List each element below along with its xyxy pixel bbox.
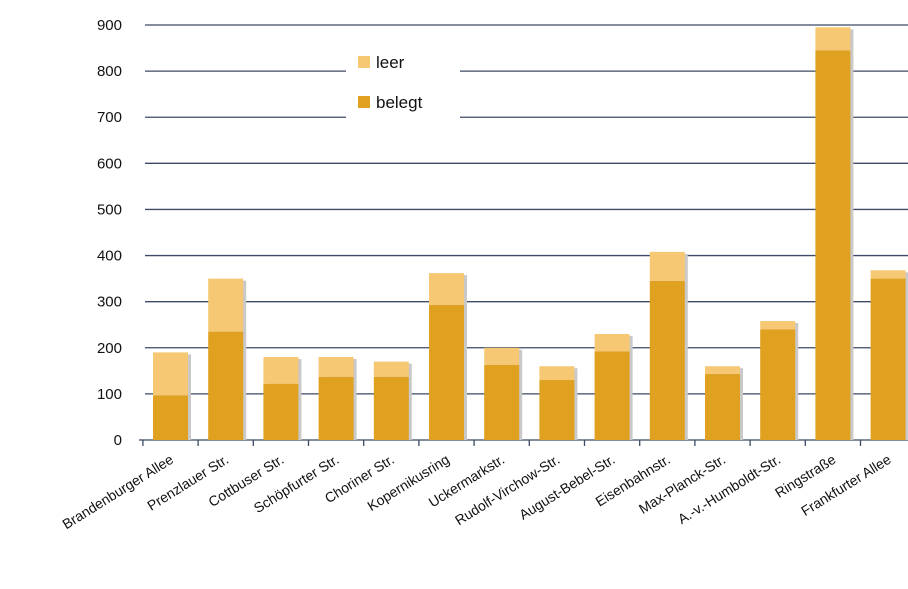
legend-swatch [358,96,370,108]
legend: leer belegt [346,50,460,122]
legend-label: belegt [376,93,423,112]
bar-leer [318,357,354,377]
bar-belegt [539,380,575,440]
bar-leer [815,27,851,51]
bar-belegt [649,280,685,440]
bar-belegt [208,331,244,440]
bar-belegt [373,376,409,440]
y-tick-label: 800 [97,63,122,80]
bar-leer [153,352,188,396]
y-axis-ticks: 0 100 200 300 400 500 600 700 800 900 [97,17,122,449]
bar-leer [539,366,575,381]
bar-belegt [594,351,630,440]
bar-belegt [484,364,520,440]
y-tick-label: 200 [97,340,122,357]
bar-leer [760,321,796,330]
bar-belegt [153,395,188,440]
bars [153,27,908,441]
bar-leer [429,273,464,305]
y-tick-label: 900 [97,17,122,34]
legend-swatch [358,56,370,68]
x-category-label: A.-v.-Humboldt-Str. [675,451,784,527]
y-tick-label: 0 [114,432,122,449]
bar-belegt [870,278,906,440]
y-tick-label: 700 [97,109,122,126]
bar-belegt [263,383,299,440]
bar-leer [484,347,520,365]
bar-belegt [429,304,464,440]
y-tick-label: 300 [97,294,122,311]
bar-leer [705,366,740,375]
bar-belegt [318,376,354,440]
bar-belegt [760,329,796,440]
x-category-label: August-Bebel-Str. [516,451,618,523]
bar-leer [594,333,630,352]
y-tick-label: 100 [97,386,122,403]
legend-label: leer [376,53,405,72]
bar-belegt [815,50,851,440]
bar-leer [263,357,299,384]
y-tick-label: 400 [97,248,122,265]
bar-belegt [705,374,740,440]
y-tick-label: 600 [97,155,122,172]
y-tick-label: 500 [97,201,122,218]
bar-leer [649,251,685,281]
bar-leer [373,361,409,377]
bar-leer [870,270,906,279]
bar-leer [208,278,244,332]
